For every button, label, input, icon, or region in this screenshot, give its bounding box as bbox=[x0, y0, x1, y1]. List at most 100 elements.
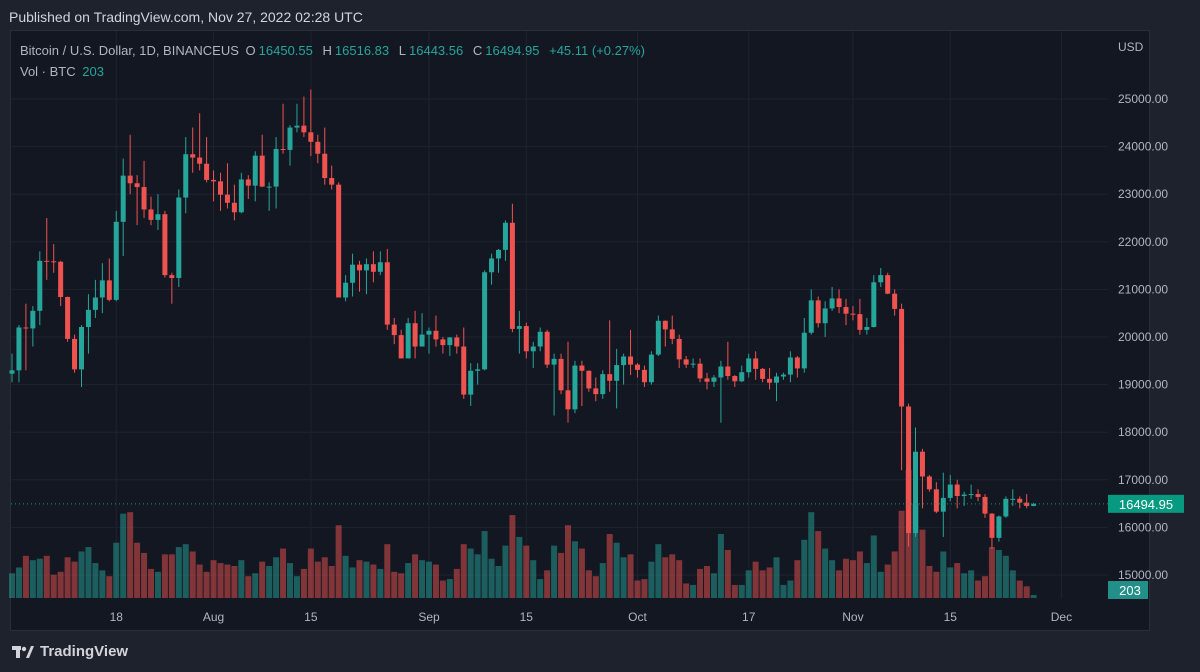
y-tick-label: 22000.00 bbox=[1118, 235, 1168, 249]
volume-bar bbox=[85, 547, 92, 598]
volume-bar bbox=[29, 560, 36, 598]
volume-bar bbox=[815, 531, 822, 598]
volume-bar bbox=[92, 563, 99, 598]
candle-body bbox=[767, 378, 773, 383]
volume-bar bbox=[335, 525, 342, 598]
volume-bar bbox=[154, 571, 161, 598]
volume-bar bbox=[120, 513, 127, 598]
y-tick-label: 15000.00 bbox=[1118, 568, 1168, 582]
volume-bar bbox=[745, 570, 752, 598]
volume-bar bbox=[15, 567, 22, 598]
candle-body bbox=[947, 484, 953, 498]
volume-bar bbox=[759, 570, 766, 598]
x-tick-label: Nov bbox=[842, 610, 863, 624]
candle-body bbox=[899, 308, 905, 407]
candle-body bbox=[245, 179, 251, 186]
ohlc-row: Bitcoin / U.S. Dollar, 1D, BINANCEUS O 16… bbox=[20, 40, 648, 61]
candle-body bbox=[864, 327, 870, 330]
volume-bar bbox=[78, 551, 85, 598]
candle-body bbox=[141, 187, 147, 210]
volume-bar bbox=[836, 570, 843, 598]
candle-body bbox=[871, 282, 877, 328]
candle-body bbox=[454, 337, 460, 347]
candle-body bbox=[572, 365, 578, 410]
volume-bar bbox=[363, 561, 370, 598]
candle-body bbox=[635, 364, 640, 370]
volume-bar bbox=[196, 564, 203, 598]
volume-bar bbox=[467, 548, 474, 598]
volume-bar bbox=[168, 554, 175, 598]
candle-body bbox=[836, 298, 842, 308]
volume-bar bbox=[1030, 595, 1037, 598]
volume-bar bbox=[412, 554, 419, 598]
x-tick-label: Oct bbox=[628, 610, 647, 624]
candle-body bbox=[940, 497, 946, 512]
volume-bar bbox=[571, 541, 578, 598]
volume-bar bbox=[710, 573, 717, 598]
candle-body bbox=[753, 358, 759, 369]
y-tick-label: 17000.00 bbox=[1118, 473, 1168, 487]
candle-body bbox=[641, 369, 647, 383]
candle-body bbox=[711, 377, 717, 382]
volume-bar bbox=[516, 536, 523, 598]
volume-bar bbox=[613, 542, 620, 598]
candle-body bbox=[579, 365, 585, 371]
candle-body bbox=[919, 451, 925, 477]
volume-bar bbox=[947, 567, 954, 598]
volume-bar bbox=[870, 535, 877, 598]
candle-body bbox=[1024, 502, 1030, 506]
candle-body bbox=[134, 183, 140, 188]
y-tick-label: 19000.00 bbox=[1118, 378, 1168, 392]
candle-body bbox=[801, 332, 807, 369]
candle-body bbox=[1031, 503, 1037, 506]
volume-bar bbox=[217, 563, 224, 598]
candle-body bbox=[621, 356, 627, 366]
volume-bar bbox=[849, 560, 856, 598]
volume-bar bbox=[537, 579, 544, 598]
candle-body bbox=[669, 329, 675, 339]
footer-brand[interactable]: TradingView bbox=[12, 643, 128, 660]
volume-bar bbox=[627, 554, 634, 598]
candle-body bbox=[732, 376, 738, 382]
volume-bar bbox=[544, 570, 551, 598]
volume-bar bbox=[293, 576, 300, 598]
candle-body bbox=[600, 374, 606, 395]
volume-bar bbox=[954, 563, 961, 598]
candle-body bbox=[822, 308, 828, 324]
volume-bar bbox=[634, 580, 641, 598]
candle-body bbox=[384, 262, 390, 325]
brand-name: TradingView bbox=[40, 643, 129, 660]
candle-body bbox=[162, 214, 168, 276]
candle-body bbox=[273, 148, 279, 187]
candle-body bbox=[829, 298, 835, 309]
currency-label: USD bbox=[1118, 40, 1144, 54]
volume-bar bbox=[64, 557, 71, 598]
volume-bar bbox=[266, 566, 273, 598]
candle-body bbox=[523, 326, 529, 352]
y-tick-label: 25000.00 bbox=[1118, 92, 1168, 106]
volume-bar bbox=[405, 563, 412, 598]
volume-bar bbox=[731, 584, 738, 598]
candle-body bbox=[586, 370, 592, 389]
candle-body bbox=[398, 335, 404, 359]
volume-bar bbox=[349, 567, 356, 598]
volume-bar bbox=[370, 564, 377, 598]
candle-body bbox=[718, 366, 724, 378]
volume-bar bbox=[50, 574, 57, 598]
volume-label: Vol · BTC bbox=[20, 64, 76, 79]
last-volume-label: 203 bbox=[1119, 583, 1141, 598]
volume-bar bbox=[481, 531, 488, 598]
volume-bar bbox=[245, 576, 252, 598]
candle-body bbox=[155, 214, 161, 220]
volume-bar bbox=[717, 534, 724, 598]
volume-bar bbox=[787, 580, 794, 598]
candle-body bbox=[370, 264, 376, 272]
low-value: 16443.56 bbox=[409, 43, 464, 58]
candle-body bbox=[530, 346, 536, 352]
volume-bar bbox=[280, 548, 287, 598]
volume-bar bbox=[606, 534, 613, 598]
volume-bar bbox=[558, 552, 565, 598]
y-tick-label: 23000.00 bbox=[1118, 187, 1168, 201]
volume-bar bbox=[36, 558, 43, 598]
